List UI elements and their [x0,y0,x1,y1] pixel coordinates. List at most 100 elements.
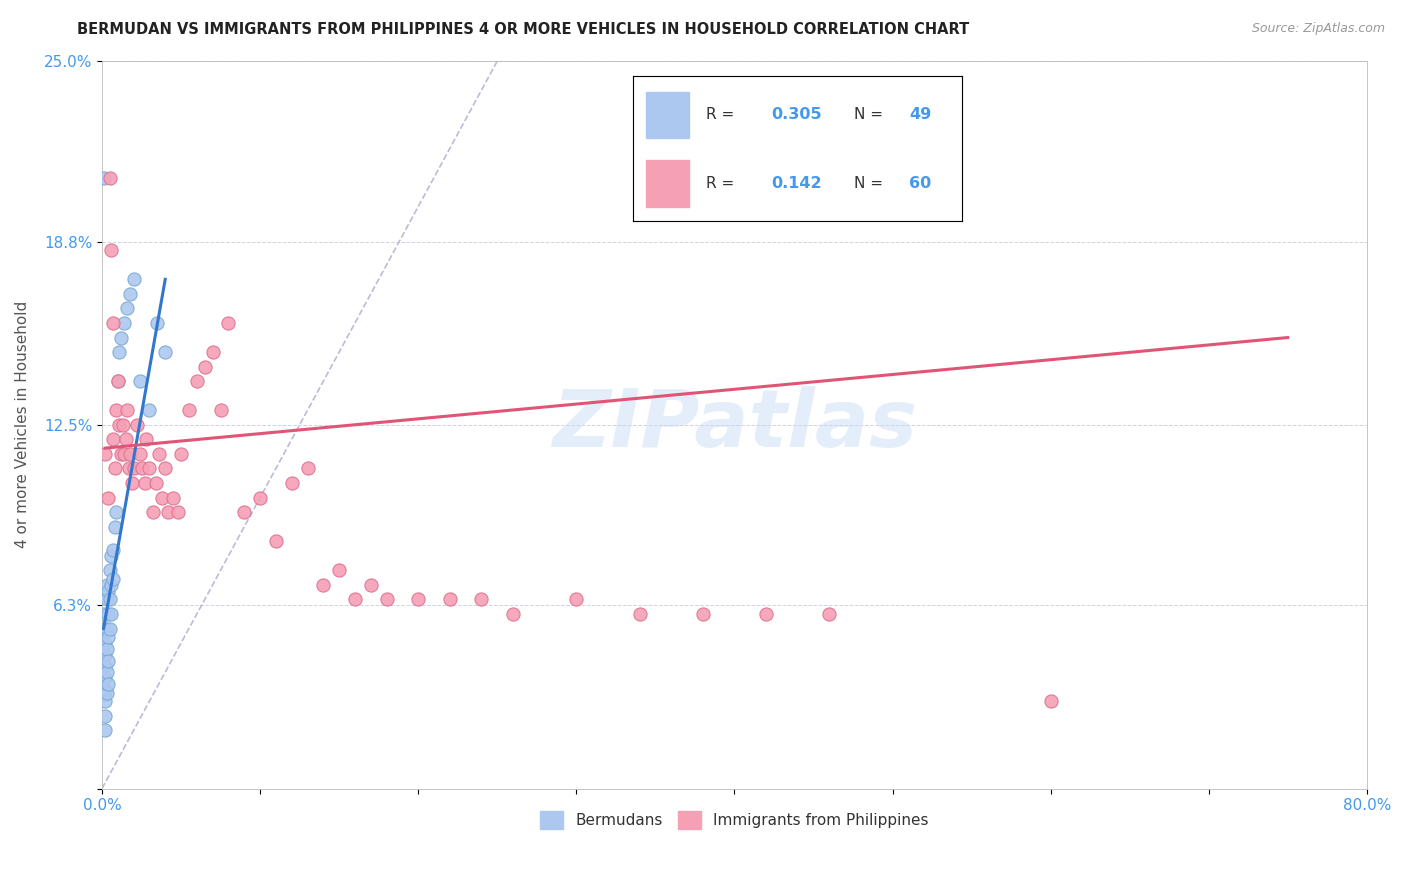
Point [98,170,121,185]
Point [94,671,117,685]
Point [328,563,350,577]
Point [93,622,115,636]
Point [108,417,131,432]
Point [360,578,382,592]
Point [93,607,115,621]
Point [120,447,142,461]
Point [131,461,153,475]
Point [155,461,177,475]
Point [97,491,120,505]
Point [105,505,128,519]
Point [167,505,190,519]
Point [100,578,122,592]
Point [145,476,167,491]
Point [121,476,143,491]
Point [375,592,398,607]
Text: ZIPatlas: ZIPatlas [553,386,917,464]
Point [209,403,232,417]
Point [101,543,124,558]
Point [96,665,118,680]
Point [94,622,117,636]
Point [1039,694,1062,708]
Point [94,648,117,662]
Point [98,592,121,607]
Point [112,447,135,461]
Point [233,505,256,519]
Point [93,170,115,185]
Point [249,491,271,505]
Point [97,583,120,598]
Point [107,374,129,388]
Point [98,563,121,577]
Point [94,708,117,723]
Point [157,505,180,519]
Point [97,653,120,667]
Point [129,374,152,388]
Point [343,592,366,607]
Point [120,286,142,301]
Point [118,461,141,475]
Point [111,417,134,432]
Point [177,403,200,417]
Point [93,689,115,703]
Point [104,461,127,475]
Point [100,549,122,563]
Point [135,433,157,447]
Point [134,476,156,491]
Point [502,607,524,621]
Point [108,345,131,359]
Point [439,592,461,607]
Point [122,272,145,286]
Legend: Bermudans, Immigrants from Philippines: Bermudans, Immigrants from Philippines [534,805,935,836]
Point [129,447,152,461]
Point [110,330,132,344]
Point [138,403,160,417]
Point [470,592,492,607]
Point [155,345,177,359]
Point [100,244,122,258]
Point [217,316,239,330]
Point [114,433,136,447]
Point [112,316,135,330]
Point [104,519,127,533]
Point [97,677,120,691]
Point [96,578,118,592]
Point [142,505,165,519]
Point [110,447,132,461]
Point [101,572,124,586]
Point [264,534,287,549]
Point [406,592,429,607]
Point [201,345,224,359]
Text: BERMUDAN VS IMMIGRANTS FROM PHILIPPINES 4 OR MORE VEHICLES IN HOUSEHOLD CORRELAT: BERMUDAN VS IMMIGRANTS FROM PHILIPPINES … [77,22,970,37]
Point [148,447,170,461]
Point [146,316,169,330]
Point [97,630,120,644]
Point [93,671,115,685]
Point [138,461,160,475]
Point [125,417,148,432]
Point [280,476,302,491]
Point [96,622,118,636]
Point [162,491,184,505]
Point [94,659,117,673]
Point [93,636,115,650]
Point [186,374,208,388]
Point [170,447,193,461]
Point [97,607,120,621]
Y-axis label: 4 or more Vehicles in Household: 4 or more Vehicles in Household [15,301,30,549]
Point [94,694,117,708]
Point [150,491,173,505]
Point [297,461,319,475]
Point [96,641,118,656]
Point [96,685,118,699]
Point [107,374,129,388]
Point [101,433,124,447]
Point [117,403,139,417]
Point [628,607,651,621]
Point [98,622,121,636]
Point [117,301,139,316]
Point [122,461,145,475]
Point [312,578,335,592]
Point [194,359,217,374]
Point [692,607,714,621]
